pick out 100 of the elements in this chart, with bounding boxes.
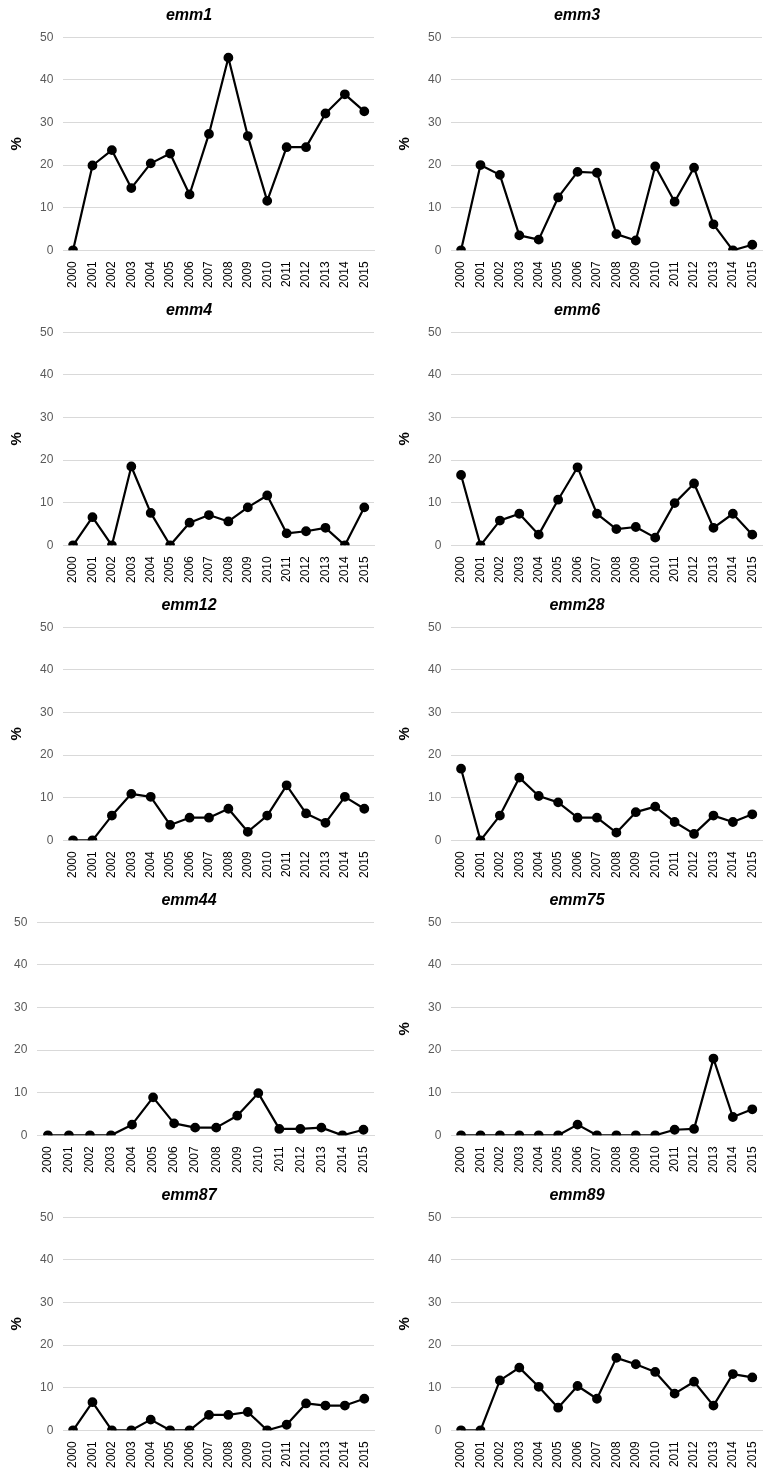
x-tick-label: 2000: [65, 1440, 80, 1469]
x-tick-label: 2008: [608, 1440, 623, 1469]
point: [630, 522, 641, 532]
chart-title: emm44: [161, 891, 217, 909]
y-tick-label: 40: [39, 367, 54, 382]
y-axis-title: %: [7, 727, 25, 741]
x-tick-label: 2012: [298, 1440, 313, 1469]
point: [301, 142, 311, 153]
point: [727, 817, 738, 827]
chart-title: emm28: [549, 596, 605, 614]
y-tick-label: 10: [39, 495, 54, 509]
x-tick-label: 2014: [725, 850, 740, 879]
y-tick-label: 10: [13, 1085, 28, 1099]
y-axis-title: %: [7, 137, 25, 151]
x-tick-label: 2008: [608, 555, 623, 584]
x-tick-label: 2012: [686, 555, 701, 584]
x-tick-label: 2005: [550, 555, 565, 584]
x-tick-label: 2011: [666, 1145, 681, 1173]
point: [592, 508, 602, 519]
y-tick-label: 0: [434, 537, 442, 552]
x-tick-label: 2012: [298, 850, 313, 879]
x-tick-label: 2014: [725, 1440, 740, 1469]
y-tick-label: 20: [13, 1042, 28, 1057]
y-tick-label: 50: [13, 914, 28, 929]
y-tick-label: 50: [39, 619, 54, 634]
x-tick-label: 2007: [589, 850, 604, 879]
x-tick-label: 2015: [356, 1440, 371, 1469]
x-tick-label: 2014: [334, 1145, 349, 1174]
x-tick-label: 2012: [686, 1145, 701, 1174]
x-tick-label: 2014: [725, 260, 740, 289]
y-tick-label: 20: [427, 157, 442, 172]
point: [572, 462, 583, 473]
y-tick-label: 10: [39, 200, 54, 214]
x-tick-label: 2003: [123, 850, 138, 879]
point: [553, 494, 564, 505]
point: [533, 791, 544, 801]
y-tick-label: 0: [46, 242, 54, 257]
point: [475, 160, 486, 170]
x-tick-label: 2010: [647, 555, 662, 584]
x-tick-label: 2002: [492, 555, 507, 584]
point: [630, 1359, 641, 1370]
y-axis-title: %: [395, 727, 413, 741]
x-tick-label: 2000: [453, 1145, 468, 1174]
x-tick-label: 2004: [531, 555, 546, 584]
chart-title: emm12: [161, 596, 217, 614]
x-tick-label: 2004: [531, 1145, 546, 1174]
x-tick-label: 2006: [569, 555, 584, 584]
y-tick-label: 10: [427, 1380, 442, 1394]
point: [494, 515, 505, 526]
x-tick-label: 2012: [298, 260, 313, 289]
x-tick-label: 2010: [259, 1440, 274, 1469]
point: [592, 812, 602, 823]
x-tick-label: 2007: [589, 260, 604, 289]
point: [630, 235, 641, 246]
point: [708, 810, 719, 821]
y-tick-label: 0: [46, 832, 54, 847]
x-tick-label: 2013: [313, 1145, 328, 1174]
point: [572, 812, 583, 823]
x-tick-label: 2000: [453, 555, 468, 584]
point: [359, 106, 370, 117]
point: [262, 195, 273, 206]
y-tick-label: 30: [427, 409, 442, 424]
y-tick-label: 30: [39, 409, 54, 424]
x-tick-label: 2015: [744, 1145, 759, 1174]
point: [650, 161, 661, 172]
x-tick-label: 2012: [686, 1440, 701, 1469]
y-tick-label: 30: [39, 114, 54, 129]
x-tick-label: 2001: [472, 260, 487, 289]
point: [689, 478, 699, 489]
point: [106, 145, 117, 156]
x-tick-label: 2001: [61, 1145, 76, 1174]
x-tick-label: 2000: [453, 260, 468, 289]
y-tick-label: 40: [39, 72, 54, 87]
x-tick-label: 2000: [40, 1145, 55, 1174]
x-tick-label: 2006: [181, 555, 196, 584]
point: [553, 1402, 564, 1413]
point: [281, 142, 292, 153]
x-tick-label: 2009: [628, 260, 643, 289]
point: [533, 234, 544, 245]
x-tick-label: 2001: [84, 850, 99, 879]
x-tick-label: 2005: [162, 260, 177, 289]
x-tick-label: 2015: [356, 555, 371, 584]
x-tick-label: 2004: [143, 1440, 158, 1469]
y-tick-label: 20: [427, 1042, 442, 1057]
y-tick-label: 20: [39, 1337, 54, 1352]
y-tick-label: 0: [434, 1127, 442, 1142]
point: [650, 801, 661, 812]
chart-title: emm89: [549, 1186, 605, 1204]
x-tick-label: 2013: [317, 850, 332, 879]
point: [669, 196, 680, 207]
x-tick-label: 2011: [278, 850, 293, 878]
y-tick-label: 50: [39, 324, 54, 339]
x-tick-label: 2009: [229, 1145, 244, 1174]
point: [165, 148, 176, 159]
chart-title: emm87: [161, 1186, 218, 1204]
x-tick-label: 2003: [103, 1145, 118, 1174]
point: [533, 1381, 544, 1392]
y-tick-label: 50: [427, 1209, 442, 1224]
y-tick-label: 0: [434, 1422, 442, 1437]
y-axis-title: %: [395, 1022, 413, 1036]
